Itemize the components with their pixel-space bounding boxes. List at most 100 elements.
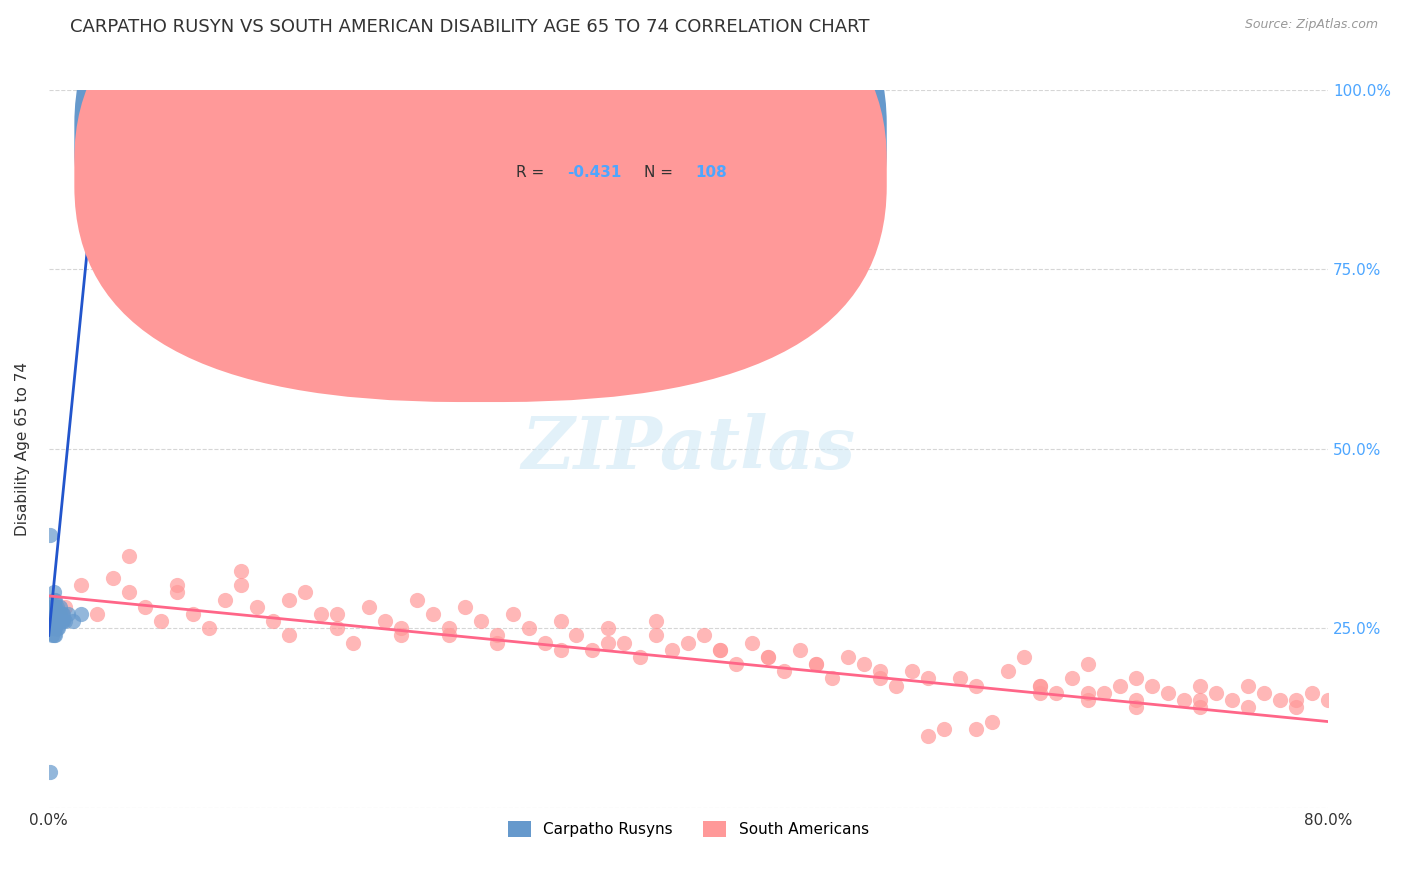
Point	[598, 635, 620, 649]
Text: -0.431: -0.431	[567, 165, 621, 180]
Point	[502, 607, 524, 621]
Text: 108: 108	[695, 165, 727, 180]
Point	[453, 599, 475, 614]
Point	[1253, 686, 1275, 700]
Point	[49, 607, 72, 621]
Point	[46, 621, 69, 635]
Text: CARPATHO RUSYN VS SOUTH AMERICAN DISABILITY AGE 65 TO 74 CORRELATION CHART: CARPATHO RUSYN VS SOUTH AMERICAN DISABIL…	[70, 18, 870, 36]
Point	[49, 599, 72, 614]
Text: ZIPatlas: ZIPatlas	[522, 413, 855, 484]
Point	[44, 599, 66, 614]
Point	[965, 679, 987, 693]
Text: 40: 40	[695, 125, 716, 140]
Point	[886, 679, 908, 693]
Point	[661, 642, 683, 657]
Point	[693, 628, 716, 642]
Point	[39, 621, 62, 635]
Point	[277, 628, 299, 642]
Point	[42, 628, 65, 642]
Point	[41, 607, 63, 621]
Point	[1029, 679, 1052, 693]
Point	[1189, 693, 1212, 707]
Point	[309, 607, 332, 621]
Point	[118, 585, 141, 599]
Point	[613, 635, 636, 649]
Point	[581, 642, 603, 657]
Point	[917, 729, 939, 743]
Point	[62, 614, 84, 628]
Point	[41, 614, 63, 628]
Point	[437, 628, 460, 642]
Point	[1173, 693, 1195, 707]
Point	[1268, 693, 1291, 707]
Point	[41, 599, 63, 614]
Point	[46, 607, 69, 621]
Point	[1237, 679, 1260, 693]
Point	[52, 607, 75, 621]
Point	[869, 665, 891, 679]
Point	[789, 642, 811, 657]
Point	[1125, 672, 1147, 686]
Point	[1285, 700, 1308, 714]
Point	[1237, 700, 1260, 714]
Point	[53, 614, 76, 628]
Point	[1077, 657, 1099, 672]
Point	[1189, 700, 1212, 714]
Point	[709, 642, 731, 657]
Point	[550, 642, 572, 657]
Point	[485, 628, 508, 642]
Point	[357, 599, 380, 614]
Point	[246, 599, 269, 614]
Point	[44, 592, 66, 607]
Point	[709, 642, 731, 657]
Text: Source: ZipAtlas.com: Source: ZipAtlas.com	[1244, 18, 1378, 31]
Point	[758, 649, 780, 664]
Point	[965, 722, 987, 736]
Point	[86, 607, 108, 621]
Point	[725, 657, 748, 672]
Point	[405, 592, 427, 607]
Point	[1045, 686, 1067, 700]
Point	[1157, 686, 1180, 700]
Point	[389, 628, 412, 642]
Point	[1189, 679, 1212, 693]
Point	[45, 599, 67, 614]
Point	[821, 672, 844, 686]
Point	[1317, 693, 1340, 707]
Point	[294, 585, 316, 599]
Point	[1220, 693, 1243, 707]
Point	[773, 665, 796, 679]
Point	[229, 564, 252, 578]
Point	[1142, 679, 1164, 693]
Point	[470, 614, 492, 628]
Point	[1205, 686, 1227, 700]
Point	[44, 607, 66, 621]
FancyBboxPatch shape	[75, 0, 887, 402]
Point	[1125, 693, 1147, 707]
Point	[1062, 672, 1084, 686]
Point	[166, 578, 188, 592]
Point	[901, 665, 924, 679]
Text: N =: N =	[644, 165, 672, 180]
Point	[45, 614, 67, 628]
Point	[1092, 686, 1115, 700]
Point	[1301, 686, 1323, 700]
Point	[44, 614, 66, 628]
Point	[869, 672, 891, 686]
Point	[46, 614, 69, 628]
Point	[42, 621, 65, 635]
Point	[69, 578, 91, 592]
Point	[181, 607, 204, 621]
Point	[645, 614, 668, 628]
Point	[997, 665, 1019, 679]
Point	[533, 635, 555, 649]
Point	[52, 614, 75, 628]
Point	[118, 549, 141, 564]
Point	[44, 628, 66, 642]
Point	[53, 599, 76, 614]
Point	[262, 614, 284, 628]
Point	[934, 722, 956, 736]
Point	[42, 607, 65, 621]
Point	[806, 657, 828, 672]
Point	[277, 592, 299, 607]
